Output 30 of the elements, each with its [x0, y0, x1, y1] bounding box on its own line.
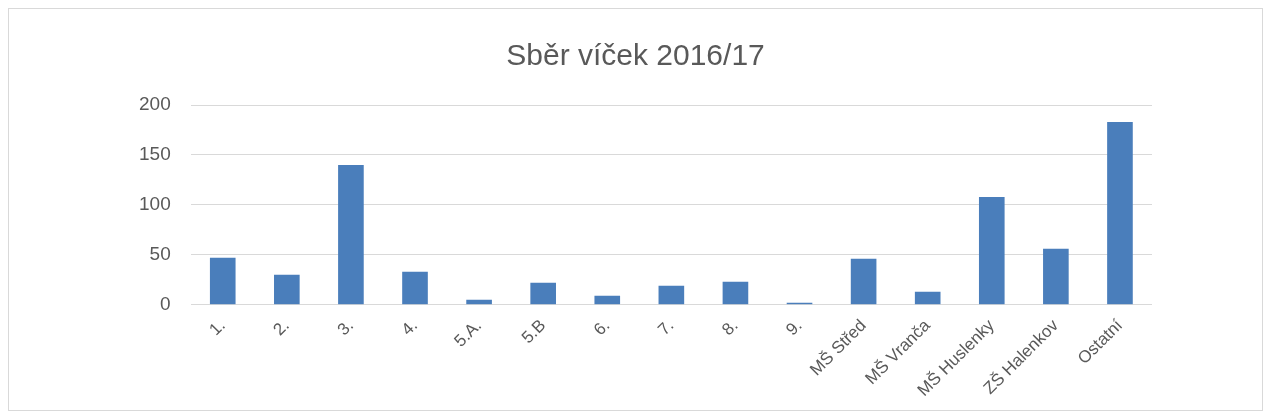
bar: [402, 271, 428, 305]
x-tick-label: 3.: [333, 315, 358, 340]
x-tick-label: 8.: [718, 315, 742, 340]
x-tick-label: 2.: [269, 315, 293, 340]
x-tick-label: 6.: [589, 315, 614, 340]
bar: [274, 274, 300, 305]
chart-title: Sběr víček 2016/17: [506, 38, 765, 72]
x-tick-label: 1.: [205, 315, 229, 340]
bar: [209, 257, 236, 305]
bar: [658, 285, 685, 305]
x-tick-label: 5.A.: [450, 315, 486, 351]
y-tick-label: 200: [139, 93, 171, 115]
x-tick-label: 7.: [654, 315, 678, 340]
x-tick-label: 9.: [782, 315, 806, 340]
x-tick-label: 4.: [397, 315, 422, 340]
bar: [850, 258, 877, 305]
bar: [1107, 121, 1133, 305]
bar: [1043, 248, 1069, 305]
bar: [914, 291, 941, 305]
y-tick-label: 0: [160, 293, 171, 314]
y-tick-label: 50: [149, 243, 171, 265]
x-tick-label: 5.B: [517, 315, 550, 348]
bar: [530, 282, 556, 305]
bar: [338, 164, 364, 305]
y-tick-label: 100: [139, 193, 171, 215]
bar: [978, 196, 1005, 305]
y-tick-label: 150: [139, 143, 171, 165]
bar: [466, 299, 492, 305]
bar: [722, 281, 749, 305]
bar: [594, 295, 621, 305]
